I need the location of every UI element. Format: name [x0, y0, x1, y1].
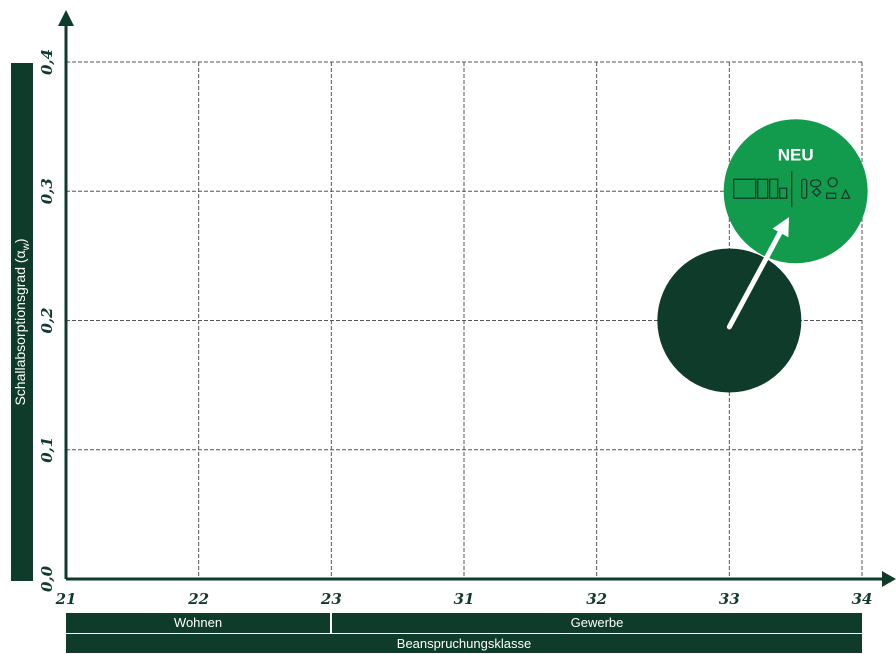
narrow-panel-icon [769, 178, 779, 199]
x-group-wohnen: Wohnen [66, 613, 330, 633]
circle-icon [827, 177, 838, 188]
improvement-arrow [726, 224, 786, 330]
x-tick-label: 31 [454, 590, 475, 608]
x-axis-arrowhead [882, 571, 896, 587]
x-tick-label: 21 [55, 590, 77, 608]
diamond-icon [811, 187, 822, 198]
y-axis-title-bar: Schallabsorptionsgrad (αw) [11, 63, 33, 581]
bubble-new [723, 119, 868, 264]
y-tick-label: 0,3 [38, 178, 56, 204]
small-panel-icon [779, 187, 788, 199]
oval-icon [810, 179, 822, 188]
bubble-new-label: NEU [778, 145, 814, 164]
improvement-arrowhead [772, 217, 790, 238]
x-tick-label: 32 [586, 590, 607, 608]
y-tick-label: 0,1 [38, 437, 56, 463]
x-tick-label: 23 [320, 590, 342, 608]
product-format-icons [733, 171, 851, 208]
y-tick-label: 0,0 [38, 565, 56, 592]
tall-panel-icon [757, 178, 769, 199]
stick-icon [801, 178, 808, 199]
x-tick-label: 33 [719, 590, 740, 608]
hexagon-icon [826, 192, 837, 199]
x-axis-title: Beanspruchungsklasse [66, 634, 862, 653]
triangle-icon [840, 188, 851, 199]
x-tick-label: 22 [187, 590, 209, 608]
square-panel-icon [733, 178, 757, 199]
y-tick-label: 0,4 [38, 49, 56, 75]
y-tick-label: 0,2 [38, 307, 56, 333]
bubble-current [657, 248, 802, 393]
x-group-gewerbe: Gewerbe [332, 613, 862, 633]
y-axis-arrowhead [58, 10, 74, 26]
x-tick-label: 34 [852, 590, 873, 608]
